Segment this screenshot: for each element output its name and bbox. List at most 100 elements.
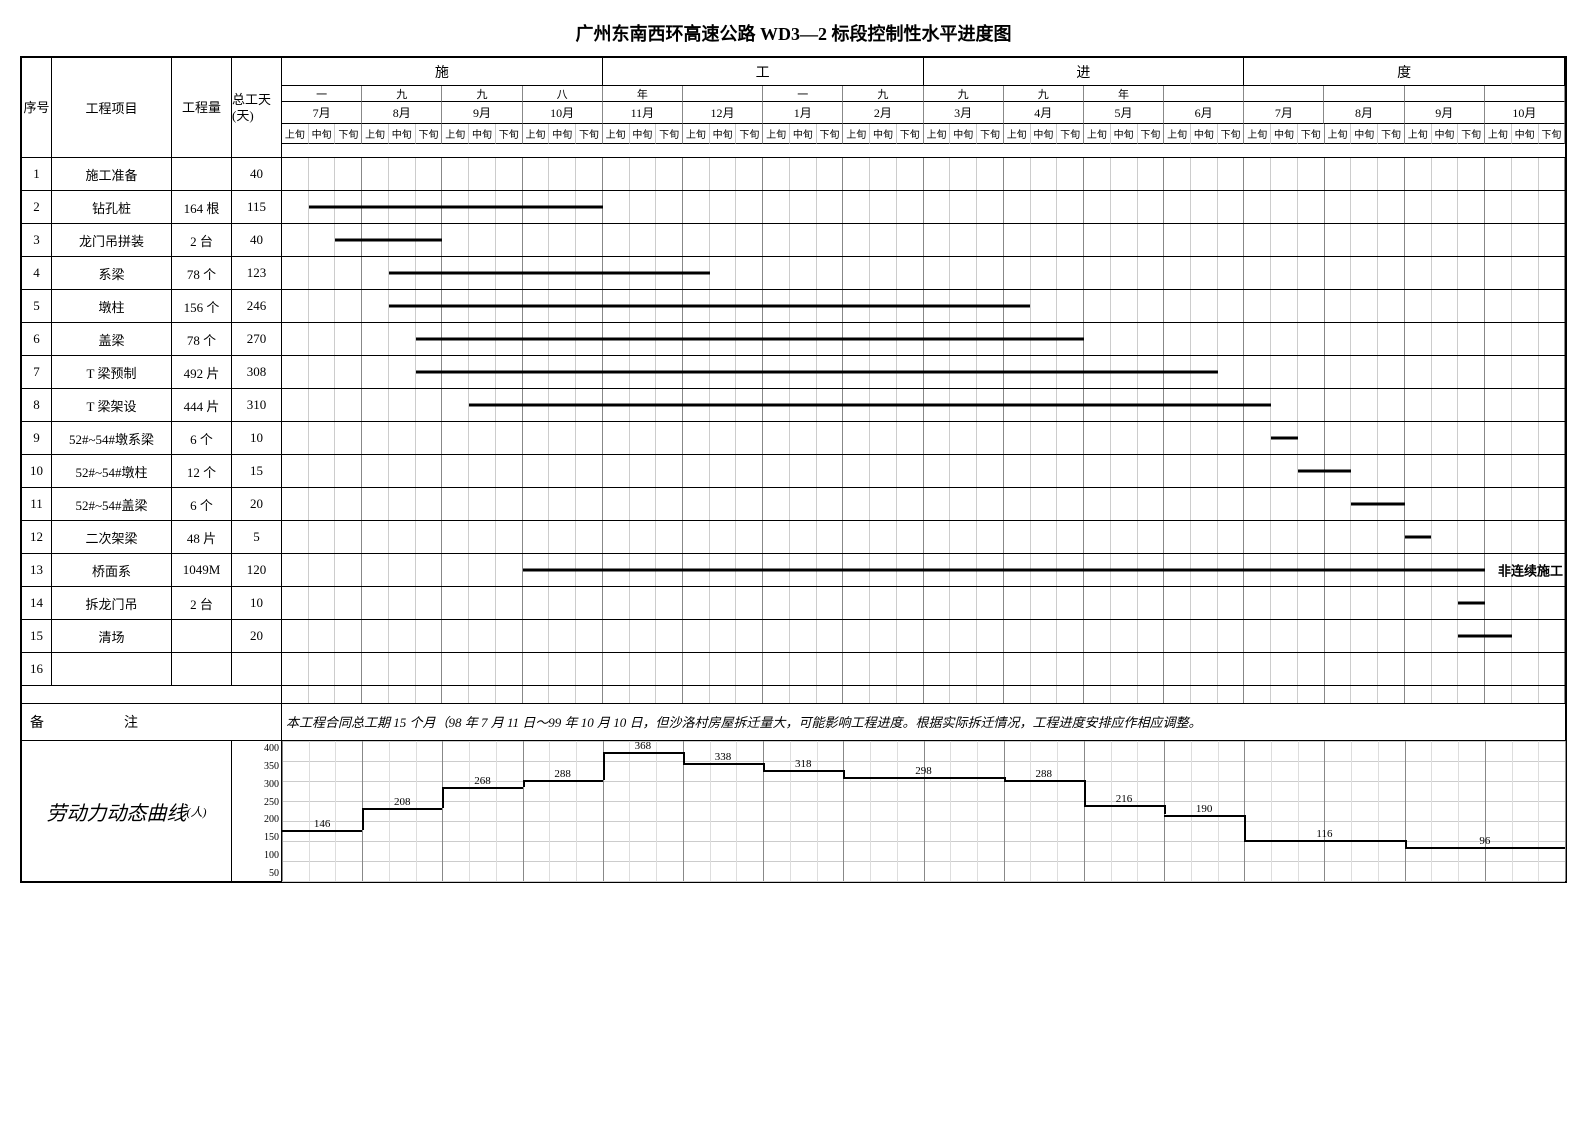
table-row: 16 [22,653,1565,686]
remark-label: 备注 [22,704,282,741]
tenday-header: 上旬 [1084,124,1111,144]
tenday-header: 上旬 [1405,124,1432,144]
month-header: 8月 [1324,102,1404,124]
y-tick: 250 [234,797,279,808]
tenday-header: 下旬 [1057,124,1084,144]
table-row: 1052#~54#墩柱12 个15 [22,455,1565,488]
month-header: 3月 [924,102,1004,124]
gantt-cell [282,191,1565,224]
qty-cell: 1049M [172,554,232,587]
name-cell: T 梁预制 [52,356,172,389]
days-cell: 40 [232,158,282,191]
col-seq-header: 序号 [22,58,52,158]
timeline-segment: 施 [282,58,603,86]
labor-step-h [683,763,763,765]
tenday-header: 下旬 [1218,124,1245,144]
qty-cell: 444 片 [172,389,232,422]
tenday-header: 下旬 [736,124,763,144]
table-header: 序号 工程项目 工程量 总工天(天) 施工进度 一九九八年一九九九年 7月8月9… [22,58,1565,158]
name-cell: 52#~54#盖梁 [52,488,172,521]
tenday-header: 上旬 [603,124,630,144]
name-cell: 52#~54#墩柱 [52,455,172,488]
month-header: 4月 [1004,102,1084,124]
name-cell: 清场 [52,620,172,653]
seq-cell: 15 [22,620,52,653]
gantt-cell: 非连续施工 [282,554,1565,587]
col-qty-header: 工程量 [172,58,232,158]
gantt-bar [416,371,1218,374]
labor-step-h [763,770,843,772]
gantt-cell [282,257,1565,290]
year-marker: 九 [442,86,522,102]
qty-cell [172,620,232,653]
timeline-segment: 工 [603,58,924,86]
labor-step-v [1244,815,1246,841]
gantt-cell [282,158,1565,191]
days-cell: 310 [232,389,282,422]
tenday-header: 上旬 [523,124,550,144]
seq-cell: 8 [22,389,52,422]
seq-cell: 11 [22,488,52,521]
tenday-header: 中旬 [1031,124,1058,144]
table-row: 1152#~54#盖梁6 个20 [22,488,1565,521]
year-marker: 八 [523,86,603,102]
days-cell: 120 [232,554,282,587]
tenday-header: 中旬 [710,124,737,144]
qty-cell: 2 台 [172,587,232,620]
gantt-bar [1405,536,1432,539]
labor-step-v [843,770,845,777]
y-tick: 400 [234,743,279,754]
gantt-bar [1271,437,1298,440]
year-marker: 九 [843,86,923,102]
tenday-header: 上旬 [763,124,790,144]
tenday-header: 下旬 [1539,124,1566,144]
year-marker: 一 [763,86,843,102]
chart-title: 广州东南西环高速公路 WD3—2 标段控制性水平进度图 [20,20,1567,46]
seq-cell: 13 [22,554,52,587]
seq-cell: 5 [22,290,52,323]
year-marker [1405,86,1485,102]
days-cell: 15 [232,455,282,488]
labor-value-label: 338 [715,751,732,763]
labor-value-label: 368 [635,740,652,752]
name-cell: 钻孔桩 [52,191,172,224]
tenday-header: 下旬 [817,124,844,144]
remark-row: 备注 本工程合同总工期 15 个月（98 年 7 月 11 日～99 年 10 … [22,704,1565,741]
month-header: 7月 [1244,102,1324,124]
tenday-header: 中旬 [469,124,496,144]
month-header: 12月 [683,102,763,124]
name-cell: 拆龙门吊 [52,587,172,620]
seq-cell: 1 [22,158,52,191]
gantt-bar [1458,635,1511,638]
table-row: 8T 梁架设444 片310 [22,389,1565,422]
labor-step-v [763,763,765,770]
y-tick: 350 [234,761,279,772]
tenday-header: 中旬 [1512,124,1539,144]
qty-cell: 6 个 [172,422,232,455]
gantt-bar [389,272,710,275]
labor-step-h [282,830,362,832]
gantt-bar [1458,602,1485,605]
seq-cell: 14 [22,587,52,620]
gantt-cell [282,323,1565,356]
seq-cell: 3 [22,224,52,257]
gantt-cell [282,356,1565,389]
gantt-cell [282,455,1565,488]
labor-label: 劳动力动态曲线(人) [22,741,232,881]
name-cell: 施工准备 [52,158,172,191]
labor-step-h [1164,815,1244,817]
days-cell: 20 [232,488,282,521]
labor-value-label: 298 [915,765,932,777]
year-marker [1485,86,1565,102]
days-cell: 115 [232,191,282,224]
gantt-bar [523,569,1485,572]
gantt-table: 序号 工程项目 工程量 总工天(天) 施工进度 一九九八年一九九九年 7月8月9… [20,56,1567,883]
table-row: 7T 梁预制492 片308 [22,356,1565,389]
tenday-header: 中旬 [549,124,576,144]
tenday-header: 上旬 [843,124,870,144]
labor-step-h [442,787,522,789]
tenday-header: 中旬 [1191,124,1218,144]
labor-value-label: 268 [474,775,491,787]
labor-step-v [1164,805,1166,814]
labor-step-v [362,808,364,830]
